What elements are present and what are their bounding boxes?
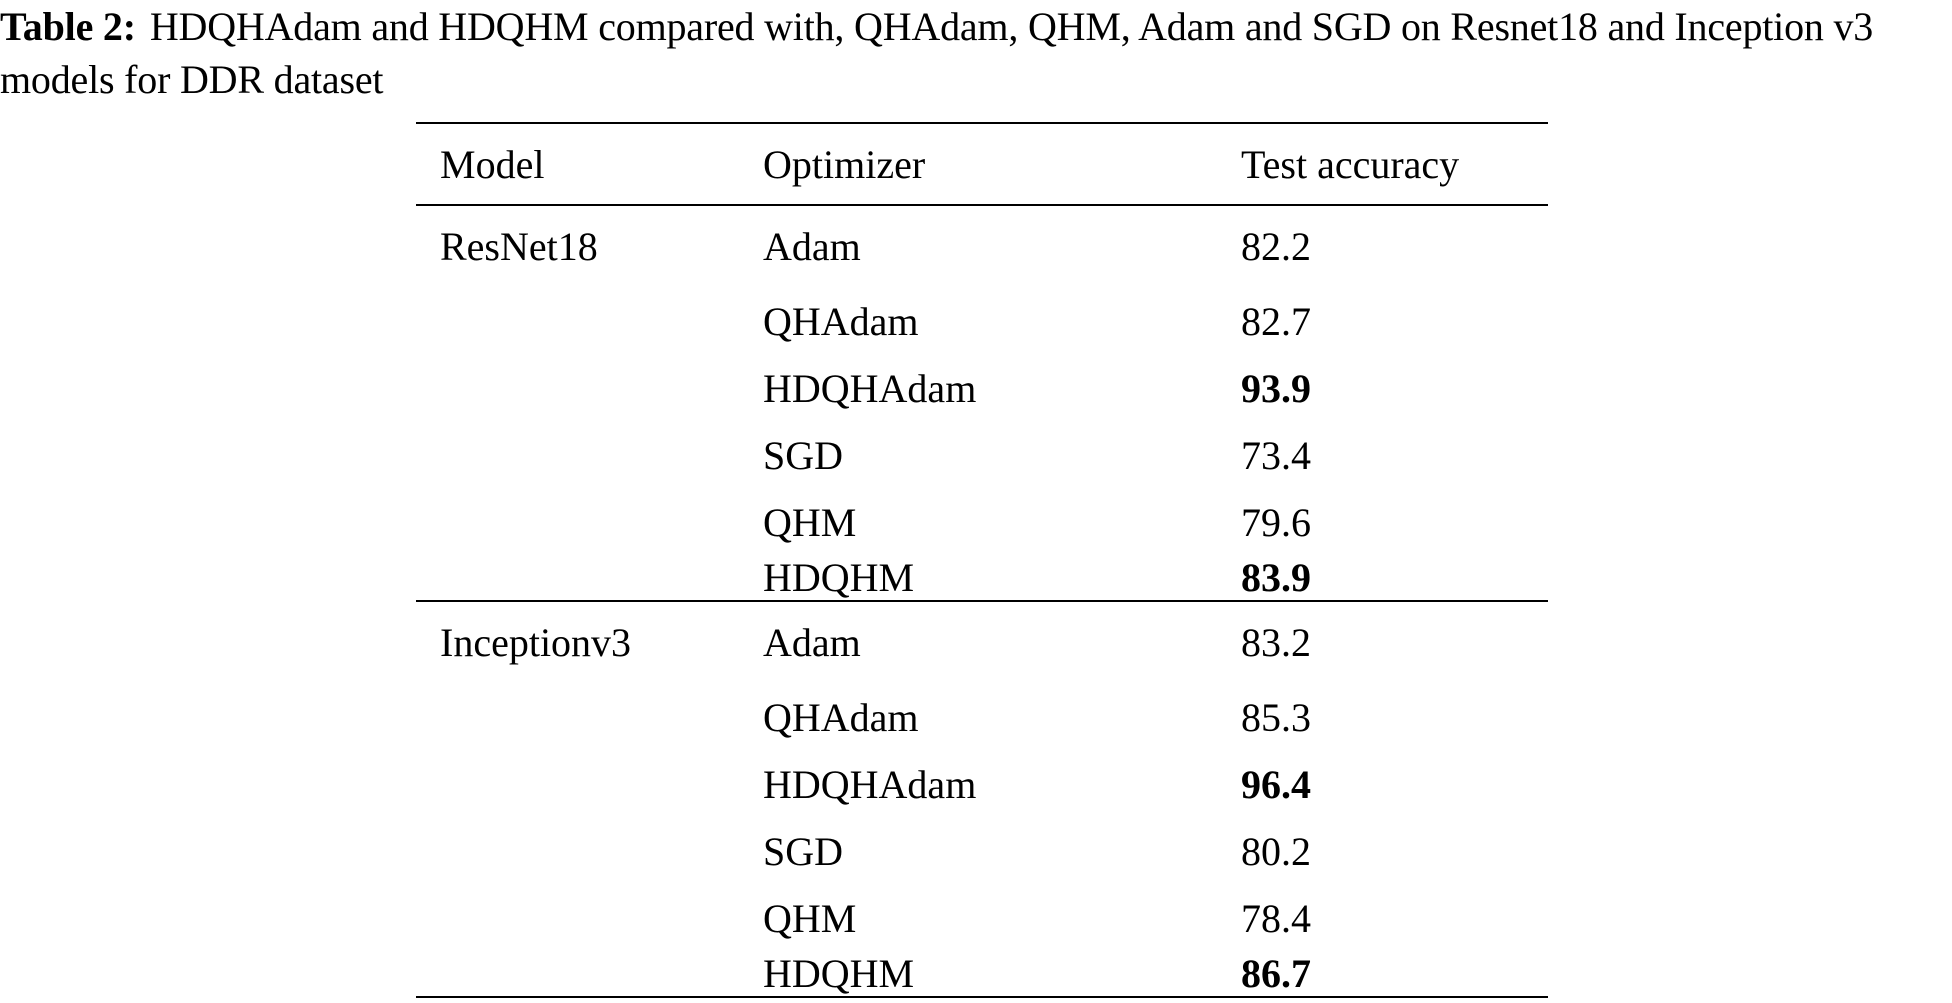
table-row: QHAdam 82.7 (416, 288, 1548, 355)
model-cell-empty (416, 422, 739, 489)
optimizer-cell: HDQHAdam (763, 365, 977, 411)
accuracy-cell: 80.2 (1241, 828, 1311, 874)
accuracy-cell-best: 86.7 (1241, 951, 1311, 996)
accuracy-cell: 82.2 (1241, 224, 1311, 269)
table-caption: Table 2: HDQHAdam and HDQHM compared with… (0, 0, 1952, 106)
model-cell-empty (416, 684, 739, 751)
optimizer-cell: QHAdam (763, 298, 919, 344)
model-cell-empty (416, 489, 739, 556)
accuracy-cell-best: 83.9 (1241, 555, 1311, 600)
accuracy-cell-best: 96.4 (1241, 761, 1311, 807)
table-row: SGD 73.4 (416, 422, 1548, 489)
results-table: Model Optimizer Test accuracy ResNet18 A… (416, 122, 1548, 998)
model-cell-empty (416, 818, 739, 885)
column-header-optimizer: Optimizer (763, 141, 926, 187)
table-row: QHAdam 85.3 (416, 684, 1548, 751)
table-row: QHM 79.6 (416, 489, 1548, 556)
model-cell-empty (416, 556, 739, 601)
table-row: SGD 80.2 (416, 818, 1548, 885)
model-cell-empty (416, 288, 739, 355)
optimizer-cell: QHM (763, 499, 857, 545)
accuracy-cell: 79.6 (1241, 499, 1311, 545)
model-cell: ResNet18 (440, 224, 598, 269)
accuracy-cell: 83.2 (1241, 620, 1311, 665)
accuracy-cell: 82.7 (1241, 298, 1311, 344)
table-row: HDQHM 86.7 (416, 952, 1548, 997)
optimizer-cell: Adam (763, 224, 861, 269)
accuracy-cell: 85.3 (1241, 694, 1311, 740)
column-header-test-accuracy: Test accuracy (1241, 141, 1460, 187)
accuracy-cell: 78.4 (1241, 895, 1311, 941)
optimizer-cell: QHM (763, 895, 857, 941)
optimizer-cell: SGD (763, 432, 844, 478)
results-table-container: Model Optimizer Test accuracy ResNet18 A… (416, 122, 1548, 998)
optimizer-cell: HDQHM (763, 951, 915, 996)
table-row: Inceptionv3 Adam 83.2 (416, 601, 1548, 684)
table-row: HDQHM 83.9 (416, 556, 1548, 601)
optimizer-cell: HDQHAdam (763, 761, 977, 807)
model-cell-empty (416, 952, 739, 997)
model-cell-empty (416, 355, 739, 422)
table-row: HDQHAdam 93.9 (416, 355, 1548, 422)
accuracy-cell-best: 93.9 (1241, 365, 1311, 411)
optimizer-cell: SGD (763, 828, 844, 874)
table-row: QHM 78.4 (416, 885, 1548, 952)
model-cell-empty (416, 751, 739, 818)
column-header-model: Model (440, 141, 545, 187)
model-cell: Inceptionv3 (440, 620, 632, 665)
optimizer-cell: QHAdam (763, 694, 919, 740)
table-caption-label: Table 2: (0, 4, 136, 49)
optimizer-cell: Adam (763, 620, 861, 665)
model-cell-empty (416, 885, 739, 952)
accuracy-cell: 73.4 (1241, 432, 1311, 478)
table-row: ResNet18 Adam 82.2 (416, 205, 1548, 288)
optimizer-cell: HDQHM (763, 555, 915, 600)
table-row: HDQHAdam 96.4 (416, 751, 1548, 818)
table-header-row: Model Optimizer Test accuracy (416, 123, 1548, 205)
table-caption-text: HDQHAdam and HDQHM compared with, QHAdam… (0, 4, 1874, 102)
